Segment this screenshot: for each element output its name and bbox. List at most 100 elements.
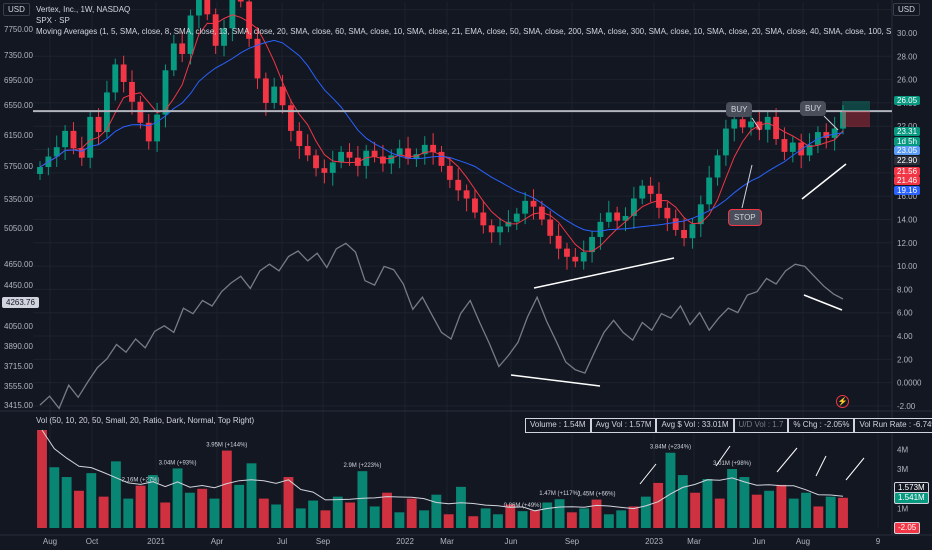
candle-body <box>204 0 211 15</box>
candle-body <box>246 1 253 39</box>
volume-bar <box>394 512 405 528</box>
volume-annotation-label: 3.04M (+93%) <box>159 460 197 466</box>
volume-bar <box>61 477 72 528</box>
candle-body <box>195 0 202 16</box>
candle-body <box>446 165 453 180</box>
ma-fast-line <box>39 14 844 252</box>
volume-annotation-label: 1.47M (+117%) <box>539 491 580 497</box>
volume-bar <box>221 450 232 528</box>
volume-bar <box>283 477 294 528</box>
ma-indicator-label[interactable]: Moving Averages (1, 5, SMA, close, 8, SM… <box>36 27 891 36</box>
right-axis-tick-label: 8.00 <box>897 285 913 294</box>
alert-icon[interactable]: ⚡ <box>836 395 849 408</box>
candle-body <box>103 92 110 133</box>
spx-line-path <box>39 242 844 410</box>
volume-bar <box>542 502 553 528</box>
right-axis-tick-label: 26.00 <box>897 76 918 85</box>
x-axis-tick-label: 2023 <box>645 537 663 546</box>
right-price-badge: 23.05 <box>894 146 921 155</box>
volume-bar <box>197 488 208 528</box>
volume-bar <box>480 508 491 528</box>
right-axis-tick-label: 22.00 <box>897 122 918 131</box>
candle-body <box>380 156 386 164</box>
candle-body <box>672 218 679 230</box>
right-axis-tick-label: 14.00 <box>897 215 918 224</box>
volume-arrow <box>776 447 798 473</box>
x-axis-tick-label: Aug <box>43 537 57 546</box>
volume-bar <box>505 504 516 528</box>
candle-body <box>706 177 713 205</box>
x-axis-tick-label: Jul <box>277 537 287 546</box>
candle-body <box>53 147 60 157</box>
volume-average-line <box>41 429 844 512</box>
buy-callout-2: BUY <box>800 101 827 116</box>
x-axis-tick-label: Mar <box>687 537 701 546</box>
candle-body <box>137 101 144 123</box>
volume-bar <box>147 475 158 528</box>
volume-bar <box>320 510 331 528</box>
candle-body <box>664 207 671 219</box>
candle-body <box>430 144 437 152</box>
candle-body <box>605 212 612 222</box>
volume-bar <box>517 511 528 528</box>
candle-body <box>547 219 554 236</box>
left-axis-tick-label: 4450.00 <box>4 281 33 290</box>
volume-bar <box>579 508 590 528</box>
right-currency-label[interactable]: USD <box>893 3 920 16</box>
volume-bar <box>98 496 109 528</box>
left-currency-label[interactable]: USD <box>3 3 30 16</box>
position-target-zone <box>842 101 870 112</box>
candle-body <box>748 121 754 128</box>
candle-body <box>229 0 236 29</box>
left-axis-tick-label: 3715.00 <box>4 362 33 371</box>
candle-body <box>589 236 595 253</box>
volume-bar <box>37 430 47 528</box>
compare-symbol[interactable]: SPX · SP <box>36 16 70 25</box>
ma-slow-line <box>39 39 844 232</box>
volume-bar <box>345 502 356 528</box>
candle-body <box>388 155 395 164</box>
candle-body <box>129 81 135 102</box>
candle-body <box>254 38 261 79</box>
right-price-badge: 26.05 <box>894 96 921 105</box>
left-axis-tick-label: 6950.00 <box>4 76 33 85</box>
candle-body <box>112 64 119 93</box>
volume-annotation-label: 3.84M (+234%) <box>650 445 691 451</box>
candle-body <box>472 198 478 213</box>
volume-bar <box>74 490 84 528</box>
volume-indicator-label[interactable]: Vol (50, 10, 20, 50, Small, 20, Ratio, D… <box>36 416 255 425</box>
right-axis-tick-label: 16.00 <box>897 192 918 201</box>
volume-bar <box>234 484 245 528</box>
candle-body <box>212 14 219 46</box>
candle-body <box>572 256 579 262</box>
volume-bar <box>456 486 466 528</box>
chart-header: Vertex, Inc., 1W, NASDAQ SPX · SP Moving… <box>36 4 891 37</box>
position-stop-zone <box>842 111 870 128</box>
buy-pointer-2 <box>823 115 839 131</box>
volume-bar <box>271 504 282 528</box>
volume-annotation-label: 0.86M (+49%) <box>504 503 542 509</box>
candle-body <box>405 148 411 159</box>
volume-bar <box>838 497 848 528</box>
candle-body <box>722 128 729 156</box>
symbol-title[interactable]: Vertex, Inc., 1W, NASDAQ <box>36 5 131 14</box>
candle-body <box>329 162 336 173</box>
right-axis-tick-label: 4.00 <box>897 332 913 341</box>
volume-arrow <box>639 463 657 485</box>
volume-bar <box>160 502 171 528</box>
volume-scale-badge: -2.05 <box>894 522 921 534</box>
volume-bar <box>529 510 540 528</box>
volume-bar <box>369 506 380 528</box>
candle-body <box>639 185 646 199</box>
x-axis-tick-label: Jun <box>505 537 518 546</box>
volume-bar <box>776 484 787 528</box>
chart-grid <box>0 0 932 536</box>
spx-comparison-line <box>39 242 844 410</box>
volume-bar <box>123 498 134 528</box>
left-current-price-badge: 4263.76 <box>2 297 39 308</box>
volume-bar <box>295 508 306 528</box>
candle-body <box>87 116 94 158</box>
right-axis-tick-label: 6.00 <box>897 309 913 318</box>
candle-body <box>262 78 269 103</box>
